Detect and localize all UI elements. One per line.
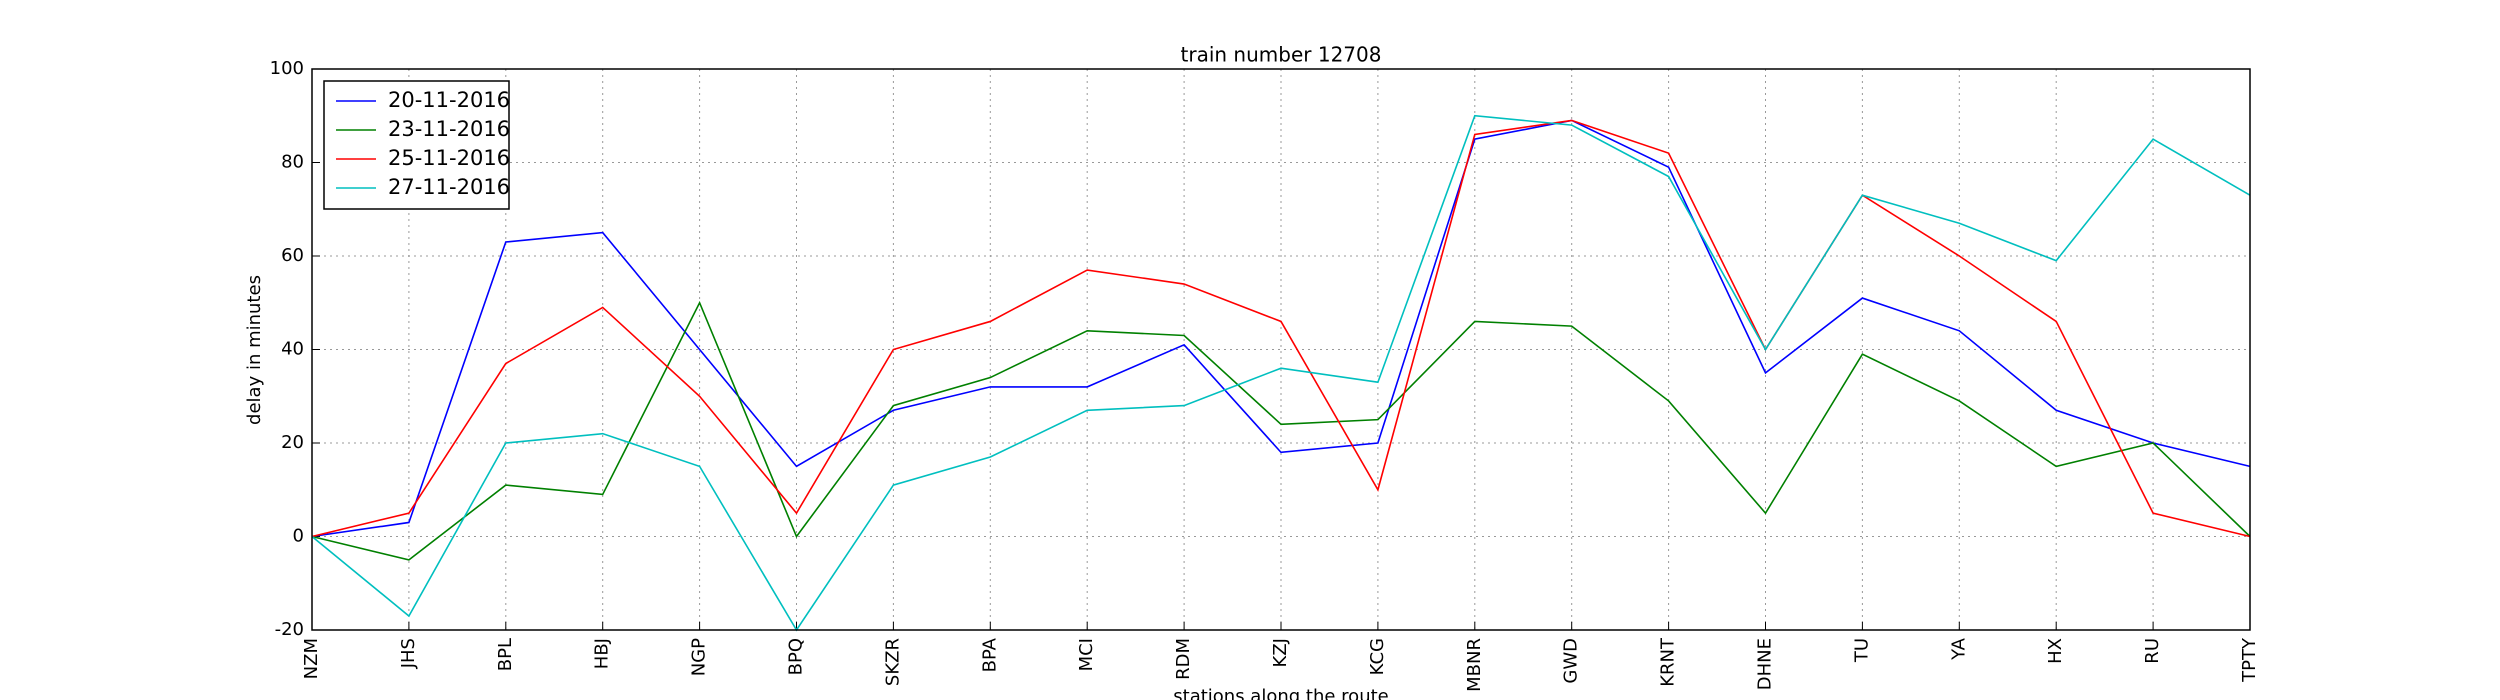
legend-label: 23-11-2016 bbox=[388, 117, 510, 141]
x-tick-label: BPA bbox=[979, 637, 1000, 672]
x-tick-label: TU bbox=[1851, 638, 1872, 663]
x-tick-label: MCI bbox=[1076, 638, 1097, 671]
y-tick-label: -20 bbox=[275, 619, 304, 640]
chart-title: train number 12708 bbox=[1181, 43, 1382, 67]
x-axis-label: stations along the route bbox=[1173, 686, 1388, 700]
y-tick-label: 80 bbox=[281, 152, 304, 173]
x-tick-label: GWD bbox=[1561, 638, 1582, 684]
y-tick-label: 0 bbox=[293, 526, 304, 547]
legend-label: 27-11-2016 bbox=[388, 175, 510, 199]
y-tick-label: 40 bbox=[281, 339, 304, 360]
legend-label: 20-11-2016 bbox=[388, 88, 510, 112]
x-tick-label: BPQ bbox=[786, 638, 807, 675]
x-tick-label: TPTY bbox=[2239, 637, 2260, 683]
x-tick-label: RDM bbox=[1173, 638, 1194, 680]
x-tick-label: SKZR bbox=[882, 638, 903, 686]
x-tick-label: DHNE bbox=[1755, 638, 1776, 690]
y-tick-label: 100 bbox=[270, 58, 304, 79]
x-tick-label: MBNR bbox=[1464, 638, 1485, 692]
x-tick-label: BPL bbox=[495, 638, 516, 671]
x-tick-label: HBJ bbox=[592, 638, 613, 669]
x-tick-label: JHS bbox=[398, 638, 419, 669]
x-tick-label: KCG bbox=[1367, 638, 1388, 675]
y-axis-label: delay in minutes bbox=[244, 275, 265, 425]
x-tick-label: RU bbox=[2142, 638, 2163, 664]
series-line bbox=[311, 114, 2251, 632]
y-tick-label: 20 bbox=[281, 432, 304, 453]
y-tick-label: 60 bbox=[281, 245, 304, 266]
x-tick-label: HX bbox=[2045, 638, 2066, 664]
legend-label: 25-11-2016 bbox=[388, 146, 510, 170]
plot-frame bbox=[311, 68, 2251, 631]
series-line bbox=[311, 119, 2251, 538]
x-tick-label: YA bbox=[1948, 637, 1969, 661]
series-line bbox=[311, 119, 2251, 538]
series-line bbox=[311, 300, 2251, 561]
x-tick-label: KRNT bbox=[1658, 637, 1679, 687]
x-tick-label: NGP bbox=[689, 638, 710, 676]
x-tick-label: NZM bbox=[301, 638, 322, 679]
x-tick-label: KZJ bbox=[1270, 638, 1291, 667]
